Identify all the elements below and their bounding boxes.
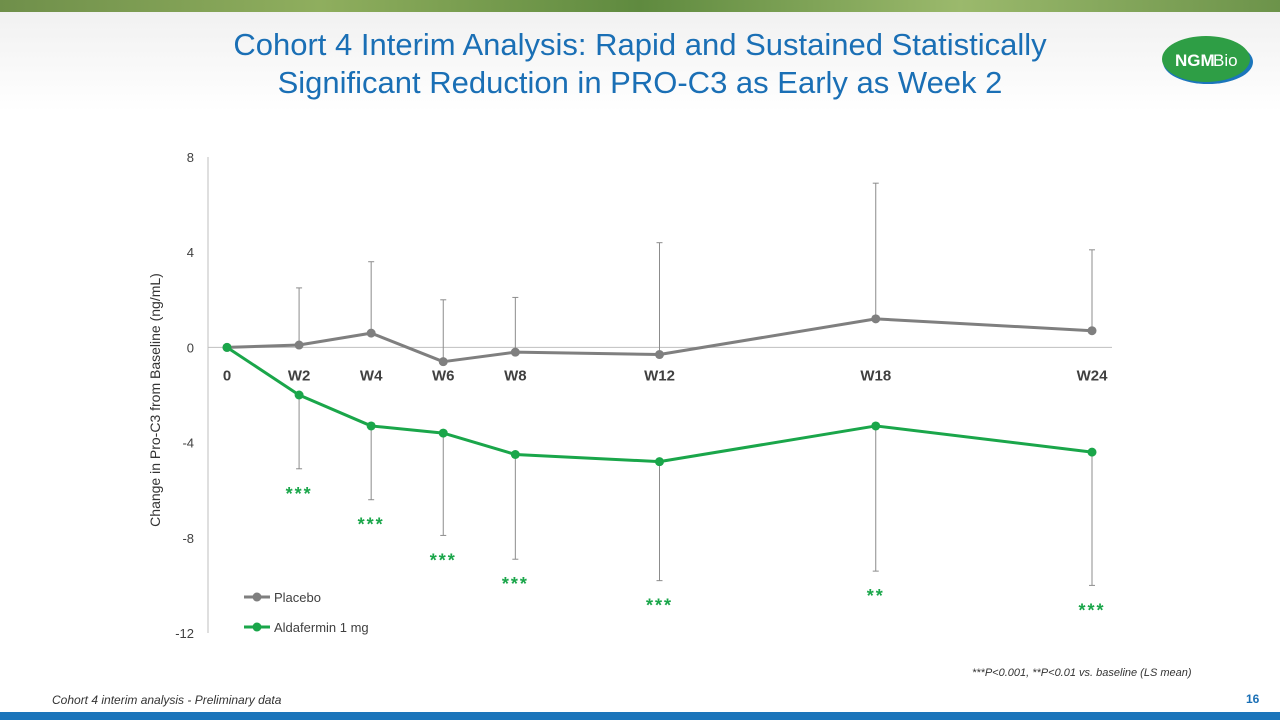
chart-axes: 8 4 0 -4 -8 -12 bbox=[175, 150, 1112, 641]
significance-label: *** bbox=[646, 596, 673, 616]
aldafermin-data-point bbox=[438, 428, 448, 438]
significance-label: *** bbox=[1078, 600, 1105, 620]
y-tick-label: 0 bbox=[187, 340, 194, 355]
significance-label: *** bbox=[358, 515, 385, 535]
x-tick-label: W4 bbox=[360, 367, 383, 384]
significance-footnote: ***P<0.001, **P<0.01 vs. baseline (LS me… bbox=[972, 667, 1192, 679]
x-tick-label: W2 bbox=[288, 367, 311, 384]
y-tick-label: -8 bbox=[182, 531, 194, 546]
y-tick-label: 4 bbox=[187, 245, 194, 260]
header-background bbox=[0, 12, 1280, 112]
logo-text-bio: Bio bbox=[1213, 51, 1238, 70]
chart-legend: Placebo Aldafermin 1 mg bbox=[244, 590, 369, 635]
aldafermin-data-point bbox=[510, 450, 520, 459]
top-decorative-band bbox=[0, 0, 1280, 12]
aldafermin-legend-label: Aldafermin 1 mg bbox=[274, 620, 369, 635]
aldafermin-data-point bbox=[1087, 447, 1097, 457]
ngmbio-logo: NGM Bio bbox=[1162, 36, 1253, 84]
significance-label: *** bbox=[286, 484, 313, 504]
placebo-data-point bbox=[871, 314, 881, 324]
error-bars bbox=[296, 182, 1095, 586]
placebo-legend-marker bbox=[252, 592, 262, 602]
significance-label: ** bbox=[867, 586, 885, 606]
y-tick-label: -12 bbox=[175, 626, 194, 641]
placebo-series-line bbox=[226, 317, 1093, 364]
aldafermin-data-point bbox=[655, 457, 664, 467]
slide-title-line-2: Significant Reduction in PRO-C3 as Early… bbox=[277, 65, 1003, 100]
aldafermin-data-point bbox=[222, 342, 232, 352]
y-tick-label: 8 bbox=[187, 150, 194, 165]
placebo-legend-label: Placebo bbox=[274, 590, 321, 605]
aldafermin-data-point bbox=[366, 421, 376, 431]
bottom-decorative-band bbox=[0, 712, 1280, 720]
placebo-data-point bbox=[655, 350, 664, 360]
significance-label: *** bbox=[502, 574, 529, 594]
aldafermin-series-line bbox=[226, 346, 1093, 464]
placebo-data-point bbox=[1087, 326, 1097, 336]
x-tick-label: W24 bbox=[1077, 367, 1109, 384]
data-points bbox=[222, 314, 1097, 467]
series-lines bbox=[226, 317, 1093, 464]
page-number: 16 bbox=[1246, 692, 1260, 706]
placebo-data-point bbox=[366, 328, 376, 338]
x-tick-label: W18 bbox=[860, 367, 891, 384]
slide-title-line-1: Cohort 4 Interim Analysis: Rapid and Sus… bbox=[233, 27, 1047, 62]
y-tick-label: -4 bbox=[182, 436, 194, 451]
x-tick-label: W8 bbox=[504, 367, 527, 384]
y-axis-label: Change in Pro-C3 from Baseline (ng/mL) bbox=[147, 273, 163, 527]
logo-text-ngm: NGM bbox=[1175, 51, 1215, 70]
significance-label: *** bbox=[430, 550, 457, 570]
aldafermin-legend-marker bbox=[252, 622, 262, 632]
x-tick-label: W12 bbox=[644, 367, 675, 384]
footer-note: Cohort 4 interim analysis - Preliminary … bbox=[52, 693, 282, 707]
placebo-data-point bbox=[510, 347, 520, 357]
aldafermin-data-point bbox=[871, 421, 881, 431]
aldafermin-data-point bbox=[294, 390, 304, 400]
x-tick-label: 0 bbox=[223, 367, 231, 384]
slide-title: Cohort 4 Interim Analysis: Rapid and Sus… bbox=[160, 26, 1120, 102]
placebo-data-point bbox=[294, 340, 304, 350]
chart-labels: 0 W2 W4 W6 W8 W12 W18 W24*************** ***** bbox=[223, 367, 1108, 620]
placebo-data-point bbox=[438, 357, 448, 367]
x-tick-label: W6 bbox=[432, 367, 455, 384]
